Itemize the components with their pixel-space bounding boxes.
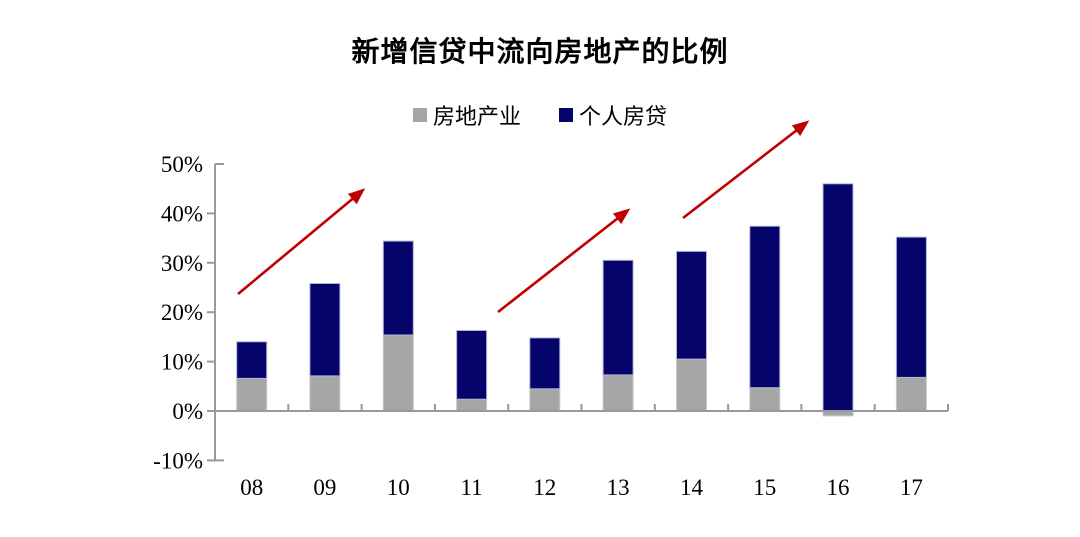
bar-14-personal-mortgage	[676, 250, 707, 360]
x-category-label-10: 10	[387, 475, 410, 500]
legend-item-real-estate-industry: 房地产业	[412, 99, 521, 131]
bar-17-real-estate-industry	[895, 376, 927, 412]
bar-08-personal-mortgage	[236, 341, 268, 379]
x-category-label-17: 17	[900, 475, 923, 500]
bar-11-personal-mortgage	[456, 330, 488, 400]
chart-legend: 房地产业 个人房贷	[0, 99, 1080, 131]
x-category-label-13: 13	[607, 475, 630, 500]
bar-16-personal-mortgage	[822, 183, 854, 412]
x-category-label-16: 16	[827, 475, 850, 500]
legend-swatch-real-estate-industry	[412, 108, 427, 122]
y-tick-label-20pct: 20%	[161, 300, 203, 325]
x-category-label-12: 12	[533, 475, 556, 500]
x-category-label-09: 09	[313, 475, 336, 500]
x-category-label-14: 14	[680, 475, 704, 500]
trend-arrow-3	[682, 120, 810, 220]
chart-title: 新增信贷中流向房地产的比例	[351, 37, 729, 68]
legend-item-personal-mortgage: 个人房贷	[559, 99, 667, 131]
bar-10-real-estate-industry	[382, 334, 414, 412]
bar-09-personal-mortgage	[309, 283, 341, 377]
bar-14-real-estate-industry	[676, 358, 707, 412]
bar-10-personal-mortgage	[382, 240, 414, 336]
x-category-label-11: 11	[461, 475, 483, 500]
bar-13-personal-mortgage	[602, 259, 634, 376]
bar-13-real-estate-industry	[602, 374, 634, 412]
bar-11-real-estate-industry	[456, 398, 488, 412]
bar-12-personal-mortgage	[529, 337, 561, 390]
x-category-label-15: 15	[753, 475, 776, 500]
legend-label-real-estate-industry: 房地产业	[432, 104, 521, 129]
bar-12-real-estate-industry	[529, 388, 561, 412]
bar-08-real-estate-industry	[236, 377, 268, 412]
x-category-label-08: 08	[240, 475, 263, 500]
trend-arrow-2	[497, 208, 631, 314]
bar-15-real-estate-industry	[749, 387, 781, 412]
legend-label-personal-mortgage: 个人房贷	[579, 104, 668, 129]
y-tick-label-0pct: 0%	[172, 399, 203, 424]
bar-17-personal-mortgage	[895, 236, 927, 378]
trend-arrow-1	[237, 188, 366, 296]
y-tick-label--10pct: -10%	[153, 448, 203, 473]
y-tick-label-50pct: 50%	[161, 152, 203, 177]
y-tick-label-40pct: 40%	[161, 201, 203, 226]
y-tick-label-30pct: 30%	[161, 251, 203, 276]
bar-09-real-estate-industry	[309, 375, 341, 412]
y-tick-label-10pct: 10%	[161, 350, 203, 375]
legend-swatch-personal-mortgage	[559, 108, 573, 122]
bar-15-personal-mortgage	[749, 225, 781, 389]
